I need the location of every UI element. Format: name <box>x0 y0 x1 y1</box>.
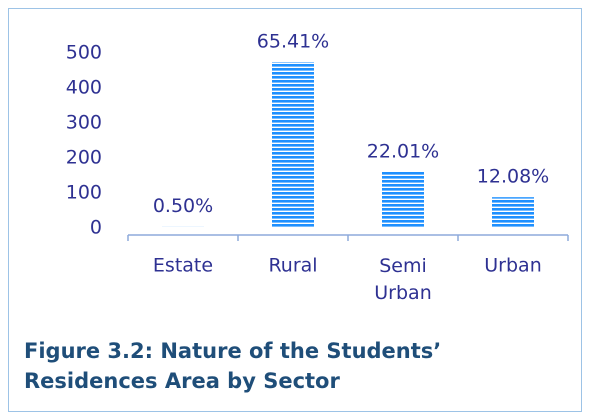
data-label: 12.08% <box>477 166 549 188</box>
y-tick-label: 100 <box>66 182 102 204</box>
bar <box>382 172 424 228</box>
y-tick-label: 0 <box>90 217 102 239</box>
x-tick-label: Urban <box>484 255 541 277</box>
y-tick-label: 300 <box>66 112 102 134</box>
data-label: 0.50% <box>153 195 213 217</box>
y-tick-label: 200 <box>66 147 102 169</box>
chart: 0 100 200 300 400 500 Estate 0.50% Rural 65.41% Se… <box>66 31 569 304</box>
data-label: 22.01% <box>367 141 439 163</box>
y-tick-label: 500 <box>66 42 102 64</box>
x-tick-label: Rural <box>268 255 317 277</box>
x-tick-label: Estate <box>153 255 213 277</box>
data-label: 65.41% <box>257 31 329 53</box>
bar <box>272 62 314 228</box>
x-tick-label-line: Urban <box>374 282 431 304</box>
bar <box>162 226 204 228</box>
x-tick-label-line: Semi <box>379 255 427 277</box>
bar <box>492 197 534 228</box>
x-tick-label: Semi Urban <box>374 255 431 304</box>
figure-frame <box>8 8 582 412</box>
y-tick-label: 400 <box>66 77 102 99</box>
figure-caption: Figure 3.2: Nature of the Students’ Resi… <box>24 339 442 393</box>
